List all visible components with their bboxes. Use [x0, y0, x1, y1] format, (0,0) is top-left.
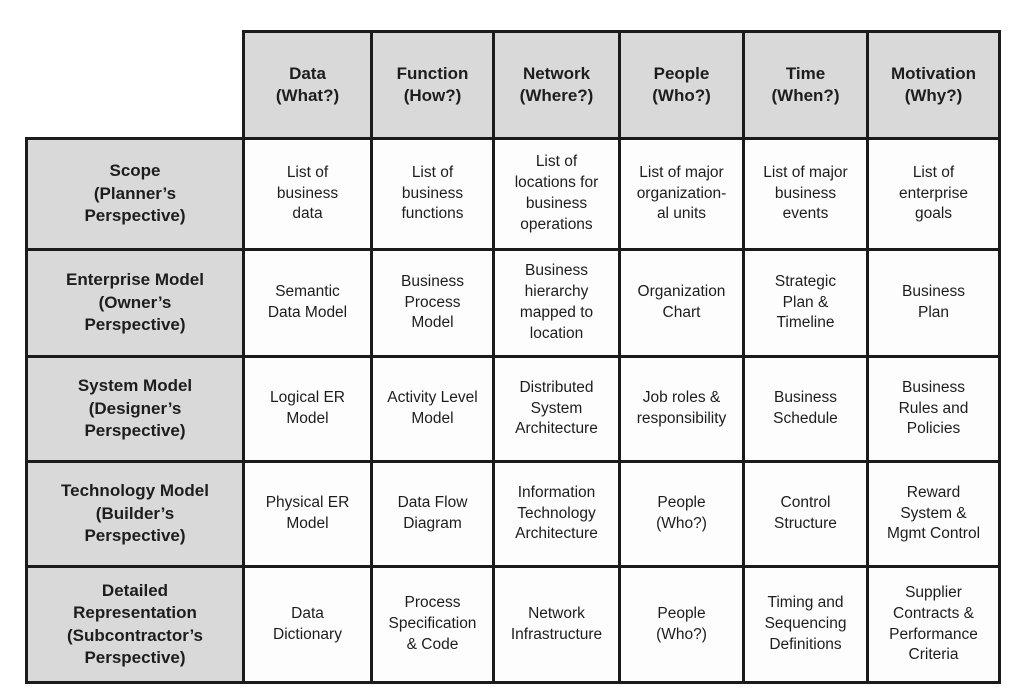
column-header-motivation: Motivation (Why?): [866, 30, 1001, 140]
table-cell: List of locations for business operation…: [492, 137, 621, 251]
table-cell: List of major organization- al units: [618, 137, 745, 251]
table-cell: Semantic Data Model: [242, 248, 373, 358]
table-cell: Data Flow Diagram: [370, 460, 495, 568]
table-cell: Business Plan: [866, 248, 1001, 358]
zachman-framework-table: Data (What?) Function (How?) Network (Wh…: [25, 30, 1001, 684]
column-header-data: Data (What?): [242, 30, 373, 140]
table-cell: Data Dictionary: [242, 565, 373, 684]
table-cell: List of enterprise goals: [866, 137, 1001, 251]
table-cell: Strategic Plan & Timeline: [742, 248, 869, 358]
table-cell: People (Who?): [618, 460, 745, 568]
table-cell: Business Rules and Policies: [866, 355, 1001, 463]
table-cell: Job roles & responsibility: [618, 355, 745, 463]
row-header-scope: Scope (Planner’s Perspective): [25, 137, 245, 251]
table-cell: List of business data: [242, 137, 373, 251]
table-cell: Activity Level Model: [370, 355, 495, 463]
table-cell: Organization Chart: [618, 248, 745, 358]
table-cell: Network Infrastructure: [492, 565, 621, 684]
column-header-time: Time (When?): [742, 30, 869, 140]
table-cell: Business Schedule: [742, 355, 869, 463]
table-cell: List of business functions: [370, 137, 495, 251]
column-header-people: People (Who?): [618, 30, 745, 140]
table-cell: Supplier Contracts & Performance Criteri…: [866, 565, 1001, 684]
table-cell: Process Specification & Code: [370, 565, 495, 684]
table-cell: Distributed System Architecture: [492, 355, 621, 463]
row-header-technology-model: Technology Model (Builder’s Perspective): [25, 460, 245, 568]
corner-cell: [27, 32, 244, 139]
column-header-network: Network (Where?): [492, 30, 621, 140]
table-cell: Logical ER Model: [242, 355, 373, 463]
row-header-detailed-representation: Detailed Representation (Subcontractor’s…: [25, 565, 245, 684]
column-header-function: Function (How?): [370, 30, 495, 140]
table-cell: Information Technology Architecture: [492, 460, 621, 568]
table-cell: Physical ER Model: [242, 460, 373, 568]
table-cell: Timing and Sequencing Definitions: [742, 565, 869, 684]
table-cell: Business hierarchy mapped to location: [492, 248, 621, 358]
table-cell: List of major business events: [742, 137, 869, 251]
table-cell: Business Process Model: [370, 248, 495, 358]
row-header-enterprise-model: Enterprise Model (Owner’s Perspective): [25, 248, 245, 358]
table-cell: People (Who?): [618, 565, 745, 684]
row-header-system-model: System Model (Designer’s Perspective): [25, 355, 245, 463]
table-cell: Reward System & Mgmt Control: [866, 460, 1001, 568]
table-cell: Control Structure: [742, 460, 869, 568]
